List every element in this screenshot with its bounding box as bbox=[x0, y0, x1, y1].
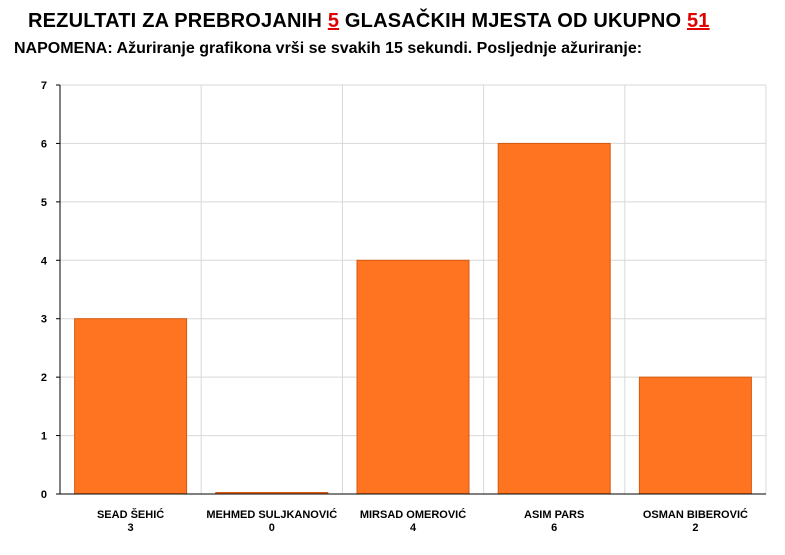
value-label: 3 bbox=[128, 522, 134, 534]
chart-bars bbox=[74, 142, 752, 495]
value-label: 0 bbox=[269, 522, 275, 534]
y-tick-label: 4 bbox=[41, 255, 48, 267]
value-label: 2 bbox=[692, 522, 698, 534]
chart-axes: 0 1 2 3 4 5 6 7 bbox=[41, 80, 766, 501]
y-tick-label: 3 bbox=[41, 314, 47, 326]
y-tick-label: 2 bbox=[41, 372, 47, 384]
update-note: NAPOMENA: Ažuriranje grafikona vrši se s… bbox=[14, 40, 643, 57]
total-stations-count: 51 bbox=[686, 10, 710, 32]
page-title: REZULTATI ZA PREBROJANIH 5 GLASAČKIH MJE… bbox=[28, 10, 710, 33]
category-label: MEHMED SULJKANOVIĆ bbox=[206, 508, 337, 521]
y-tick-label: 6 bbox=[41, 138, 47, 150]
value-label: 4 bbox=[410, 522, 417, 534]
category-label: ASIM PARS bbox=[524, 509, 584, 521]
y-tick-label: 1 bbox=[41, 431, 47, 443]
category-label: SEAD ŠEHIĆ bbox=[97, 508, 164, 521]
bar bbox=[356, 259, 470, 495]
title-middle: GLASAČKIH MJESTA OD UKUPNO bbox=[339, 10, 687, 32]
bar bbox=[638, 376, 752, 495]
category-label: MIRSAD OMEROVIĆ bbox=[360, 508, 466, 521]
y-tick-label: 0 bbox=[41, 489, 47, 501]
y-tick-label: 5 bbox=[41, 197, 47, 209]
title-prefix: REZULTATI ZA PREBROJANIH bbox=[28, 10, 328, 32]
y-tick-label: 7 bbox=[41, 80, 47, 92]
bar bbox=[497, 142, 611, 495]
counted-stations-count: 5 bbox=[327, 10, 340, 32]
category-label: OSMAN BIBEROVIĆ bbox=[643, 508, 748, 521]
bar bbox=[74, 318, 188, 495]
value-label: 6 bbox=[551, 522, 557, 534]
